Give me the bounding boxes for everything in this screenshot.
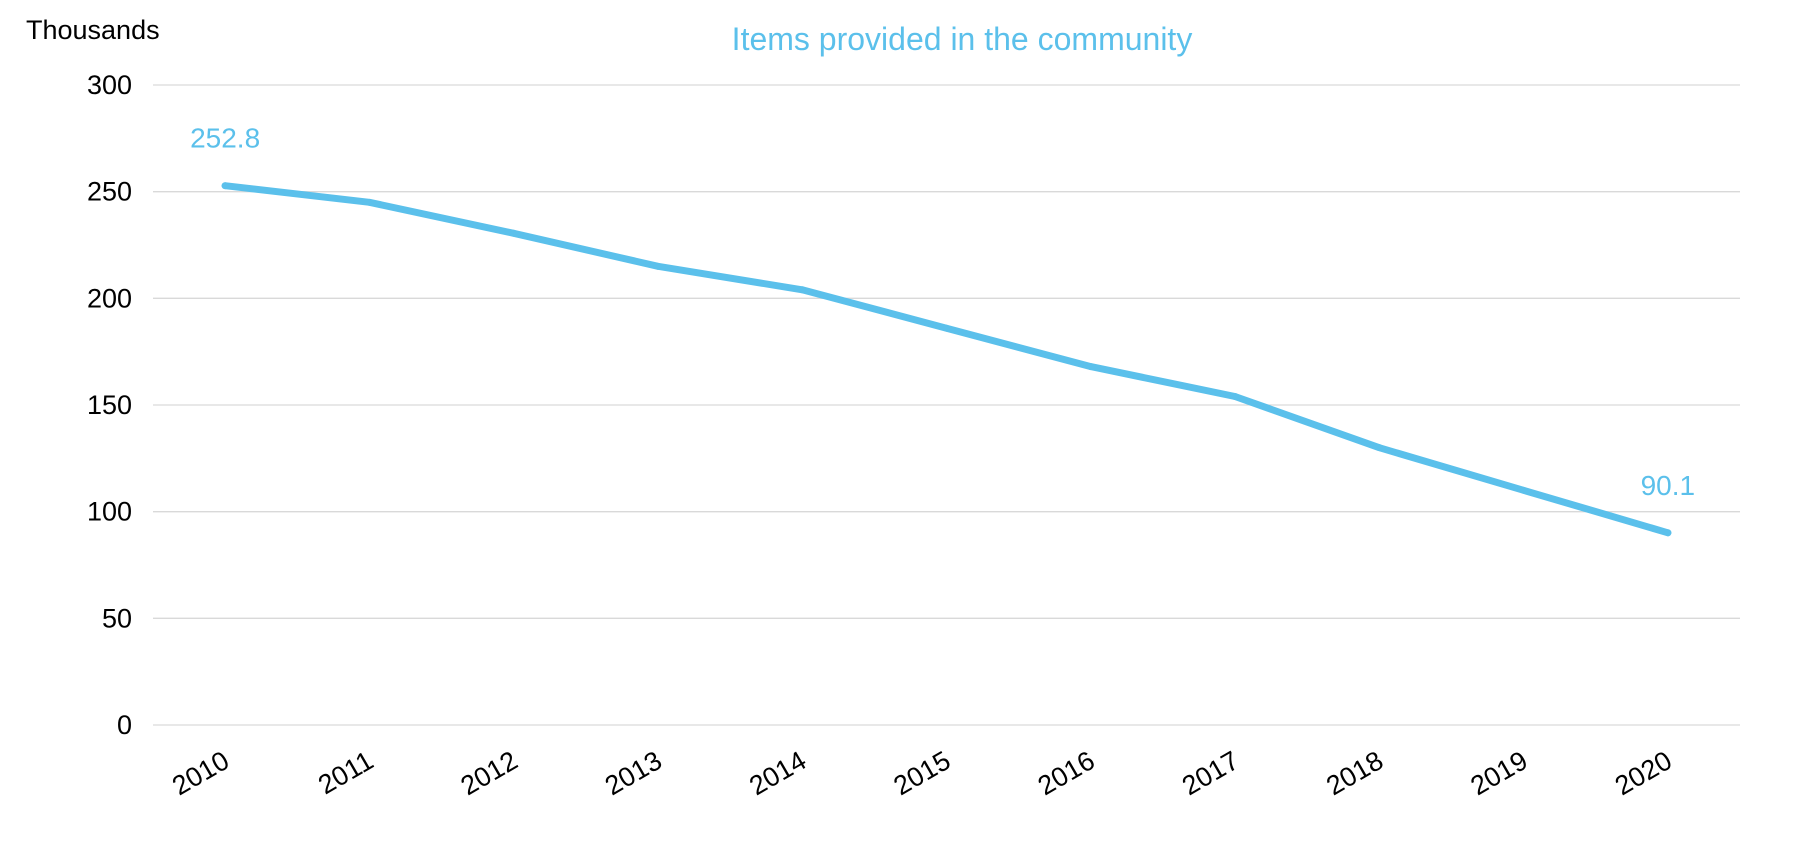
x-tick-label: 2010 [167, 745, 234, 801]
x-tick-label: 2011 [313, 745, 378, 800]
data-point [510, 229, 518, 237]
data-point [1087, 363, 1095, 371]
data-point [365, 198, 373, 206]
x-tick-label: 2013 [600, 745, 667, 801]
series-line [221, 182, 1672, 537]
y-tick-label: 300 [87, 70, 132, 100]
x-tick-label: 2012 [456, 745, 523, 801]
series-layer [221, 182, 1672, 537]
data-point [1231, 392, 1239, 400]
x-tick-label: 2016 [1033, 745, 1100, 801]
data-point [221, 182, 229, 190]
gridlines [153, 84, 1740, 726]
x-tick-label: 2015 [888, 745, 955, 801]
data-point [654, 262, 662, 270]
x-tick-label: 2018 [1321, 745, 1388, 801]
data-point [1520, 486, 1528, 494]
data-point [1664, 529, 1672, 537]
data-label: 252.8 [190, 123, 260, 154]
y-axis-unit-label: Thousands [26, 15, 160, 45]
data-point [1375, 444, 1383, 452]
y-tick-label: 0 [117, 710, 132, 740]
chart-title: Items provided in the community [732, 21, 1193, 57]
y-axis-ticks: 0 50 100 150 200 250 300 [87, 70, 132, 740]
data-point [943, 324, 950, 332]
data-label: 90.1 [1641, 470, 1696, 501]
y-tick-label: 150 [87, 390, 132, 420]
y-tick-label: 50 [102, 603, 132, 633]
x-axis-ticks: 2010 2011 2012 2013 2014 2015 2016 2017 2018 2019… [167, 745, 1677, 801]
data-point [798, 286, 806, 294]
y-tick-label: 100 [87, 497, 132, 527]
y-tick-label: 200 [87, 283, 132, 313]
x-tick-label: 2019 [1466, 745, 1533, 801]
data-labels: 252.8 90.1 [190, 123, 1695, 501]
x-tick-label: 2020 [1610, 745, 1677, 801]
y-tick-label: 250 [87, 177, 132, 207]
x-tick-label: 2014 [744, 745, 811, 801]
x-tick-label: 2017 [1177, 745, 1244, 801]
